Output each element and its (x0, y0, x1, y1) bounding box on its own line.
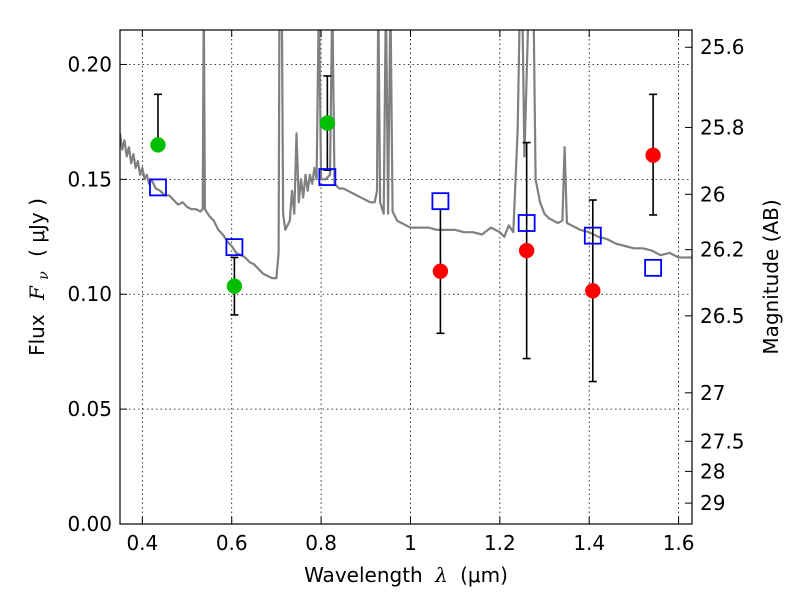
x-axis-label-symbol: λ (434, 563, 448, 587)
y-tick-label: 0.20 (67, 52, 112, 76)
data-point (585, 283, 601, 299)
x-tick-label: 0.8 (305, 531, 337, 555)
model-point (318, 168, 337, 186)
data-markers (149, 115, 663, 299)
y-axis-label-prefix: Flux (25, 314, 49, 356)
y-tick-label: 0.05 (67, 397, 112, 421)
y2-axis-label: Magnitude (AB) (759, 199, 783, 354)
model-point (149, 178, 167, 197)
y2-tick-label: 26.2 (700, 238, 745, 262)
x-tick-label: 1.4 (573, 531, 605, 555)
model-point (644, 258, 663, 277)
y2-tick-label: 25.8 (700, 115, 745, 139)
model-spectrum (120, 30, 692, 280)
axis-ticks: 0.4 0.6 0.8 1 1.2 1.4 1.6 0.00 0.05 0.10 0.15 0.20 2… (67, 30, 745, 555)
data-point (226, 278, 243, 294)
x-tick-label: 1.6 (663, 531, 695, 555)
y-axis-label: Flux F ν ( μJy ) (25, 198, 53, 356)
y2-tick-label: 27 (700, 381, 725, 405)
y2-tick-label: 29 (700, 491, 725, 515)
data-point (518, 242, 535, 259)
error-bars (153, 75, 658, 383)
y-axis-label-subscript: ν (36, 271, 52, 280)
gridlines (120, 30, 692, 524)
x-tick-label: 1 (404, 531, 417, 555)
y2-tick-label: 28 (700, 459, 725, 483)
model-point (431, 192, 450, 211)
model-point (225, 238, 244, 257)
data-point (319, 115, 336, 131)
data-point (432, 263, 449, 280)
y-tick-label: 0.15 (67, 167, 112, 191)
y-axis-label-unit: ( μJy ) (25, 198, 49, 257)
axes-frame (119, 29, 693, 525)
data-point (645, 147, 661, 163)
model-spectrum-line (120, 30, 692, 280)
y-tick-label: 0.00 (67, 512, 112, 536)
x-axis-label-unit: (μm) (460, 563, 508, 587)
x-tick-label: 1.2 (484, 531, 516, 555)
y2-tick-label: 26.5 (700, 304, 745, 328)
x-axis-label: Wavelength λ (μm) (304, 563, 508, 587)
model-point (583, 226, 602, 245)
y2-tick-label: 25.6 (700, 35, 745, 59)
x-tick-label: 0.6 (216, 531, 248, 555)
data-point (150, 137, 166, 153)
y2-tick-label: 27.5 (700, 429, 745, 453)
y-axis-label-symbol: F (25, 285, 49, 301)
y2-tick-label: 26 (700, 182, 725, 206)
y-tick-label: 0.10 (67, 282, 112, 306)
plot-area (120, 30, 692, 383)
x-axis-label-prefix: Wavelength (304, 563, 423, 587)
model-point (517, 214, 536, 232)
x-tick-label: 0.4 (126, 531, 158, 555)
